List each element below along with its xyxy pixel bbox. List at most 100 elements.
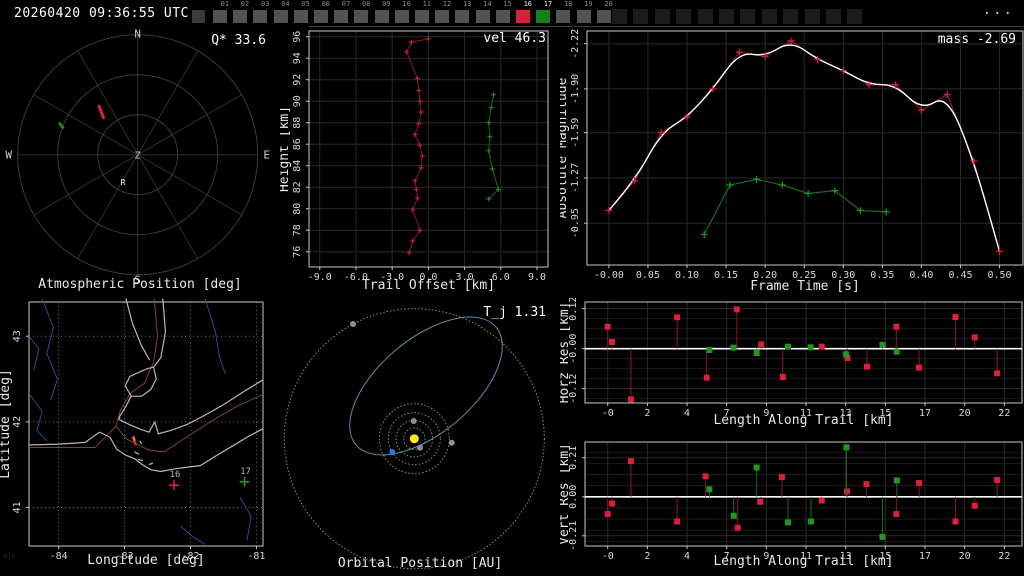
q-star-value: Q* 33.6 bbox=[211, 33, 266, 48]
frame-thumb-trail-blank-6[interactable] bbox=[719, 9, 734, 24]
frame-thumb-08[interactable] bbox=[354, 10, 369, 23]
svg-text:41: 41 bbox=[12, 501, 23, 513]
frame-number-label: 07 bbox=[341, 0, 351, 8]
frame-thumb-trail-blank-5[interactable] bbox=[697, 9, 713, 24]
watermark: mju bbox=[4, 553, 15, 560]
svg-text:22: 22 bbox=[998, 551, 1010, 562]
frame-thumb-02[interactable] bbox=[233, 10, 248, 23]
svg-text:7: 7 bbox=[724, 551, 730, 562]
panel-ground-map: -84 -83 -82 -81 41 42 43 Longitude [deg] Latitud… bbox=[0, 298, 280, 576]
orbit-plot bbox=[283, 308, 545, 570]
svg-text:-1.90: -1.90 bbox=[570, 74, 581, 104]
frame-number-label: 20 bbox=[604, 0, 613, 8]
frame-thumb-16[interactable] bbox=[516, 10, 530, 23]
frame-number-label: 15 bbox=[503, 0, 512, 8]
frame-thumb-trail-blank-3[interactable] bbox=[654, 9, 670, 24]
light-curve-plot: -0.00 0.05 0.10 0.15 0.20 0.25 0.30 0.35 0.40 0.4… bbox=[560, 29, 1024, 294]
topbar: 20260420 09:36:55 UTC 01 02 03 04 05 06 07 08 09… bbox=[0, 0, 1024, 28]
frame-number-label: 19 bbox=[584, 0, 593, 8]
frame-thumb-trail-blank-2[interactable] bbox=[633, 9, 649, 24]
panel-vertical-residuals: -0 2 4 7 9 11 13 15 17 20 22 0.21 0.00 -0.21 Length Al… bbox=[560, 437, 1024, 576]
frame-number-label: 16 bbox=[523, 0, 532, 8]
svg-text:0.50: 0.50 bbox=[988, 270, 1012, 281]
svg-text:9: 9 bbox=[763, 408, 769, 419]
frame-thumb-07[interactable] bbox=[334, 10, 349, 23]
frame-number-label: 12 bbox=[442, 0, 452, 8]
svg-text:-0.00: -0.00 bbox=[594, 270, 624, 281]
svg-text:7: 7 bbox=[724, 408, 730, 419]
svg-text:-81: -81 bbox=[247, 551, 265, 562]
svg-text:78: 78 bbox=[292, 224, 303, 236]
svg-text:0.05: 0.05 bbox=[636, 270, 660, 281]
svg-text:Vert Res [km]: Vert Res [km] bbox=[560, 443, 572, 545]
frame-thumb-trail-blank-10[interactable] bbox=[804, 9, 820, 24]
svg-text:20: 20 bbox=[959, 408, 971, 419]
frame-thumb-trail-blank-9[interactable] bbox=[783, 9, 799, 24]
atmospheric-caption: Atmospheric Position [deg] bbox=[38, 277, 242, 292]
panel-orbital-position: T_j 1.31 Orbital Position [AU] bbox=[280, 298, 560, 576]
svg-text:-3.0: -3.0 bbox=[380, 272, 404, 283]
svg-text:2: 2 bbox=[644, 408, 650, 419]
frame-thumb-19[interactable] bbox=[576, 10, 591, 23]
panel-trail-offset: -9.0 -6.0 -3.0 0.0 3.0 6.0 9.0 76 78 80 82 84 86 88 90… bbox=[280, 28, 560, 298]
frame-number-label: 04 bbox=[281, 0, 290, 8]
svg-text:20: 20 bbox=[959, 551, 971, 562]
svg-text:92: 92 bbox=[292, 74, 303, 86]
svg-text:Z: Z bbox=[135, 151, 141, 162]
frame-number-label: 13 bbox=[462, 0, 472, 8]
svg-text:22: 22 bbox=[998, 408, 1010, 419]
frame-number-label: 05 bbox=[301, 0, 310, 8]
frame-thumb-06[interactable] bbox=[314, 10, 328, 23]
frame-thumb-01[interactable] bbox=[213, 10, 227, 23]
svg-text:0.21: 0.21 bbox=[568, 446, 579, 470]
vert-residuals-plot: -0 2 4 7 9 11 13 15 17 20 22 0.21 0.00 -0.21 Length Al… bbox=[560, 441, 1023, 569]
svg-text:2: 2 bbox=[644, 551, 650, 562]
frame-thumb-05[interactable] bbox=[293, 10, 308, 23]
overflow-menu-button[interactable]: ... bbox=[982, 2, 1014, 18]
svg-text:15: 15 bbox=[879, 551, 891, 562]
svg-text:15: 15 bbox=[879, 408, 891, 419]
frame-thumb-12[interactable] bbox=[435, 10, 450, 23]
frame-thumb-trail-blank-7[interactable] bbox=[740, 9, 756, 24]
frame-thumb-18[interactable] bbox=[556, 10, 571, 23]
frame-thumb-trail-blank-8[interactable] bbox=[761, 9, 777, 24]
frame-thumb-trail-blank-4[interactable] bbox=[676, 9, 692, 24]
frame-thumb-15[interactable] bbox=[495, 10, 510, 23]
frame-thumb-11[interactable] bbox=[415, 10, 429, 23]
svg-text:Longitude [deg]: Longitude [deg] bbox=[87, 553, 204, 568]
svg-text:Frame Time [s]: Frame Time [s] bbox=[750, 279, 860, 294]
svg-text:13: 13 bbox=[840, 408, 852, 419]
svg-text:76: 76 bbox=[292, 246, 303, 258]
frame-thumb-14[interactable] bbox=[475, 10, 490, 23]
svg-text:88: 88 bbox=[292, 117, 303, 129]
svg-text:R: R bbox=[121, 178, 126, 187]
frame-thumb-13[interactable] bbox=[455, 10, 470, 23]
svg-text:Trail Offset [km]: Trail Offset [km] bbox=[362, 278, 495, 293]
frame-thumb-lead-blank[interactable] bbox=[192, 10, 205, 23]
frame-thumb-trail-blank-11[interactable] bbox=[826, 9, 841, 24]
frame-thumb-20[interactable] bbox=[596, 10, 611, 23]
frame-thumb-04[interactable] bbox=[273, 10, 288, 23]
panel-atmospheric-position: N S E W Z R Q* 33.6 Atmospheric Position [deg… bbox=[0, 28, 280, 298]
svg-text:17: 17 bbox=[919, 551, 931, 562]
svg-text:-0: -0 bbox=[602, 408, 614, 419]
svg-text:84: 84 bbox=[292, 160, 303, 172]
svg-text:0.30: 0.30 bbox=[831, 270, 855, 281]
strip-divider bbox=[310, 26, 1024, 27]
svg-text:6.0: 6.0 bbox=[492, 272, 510, 283]
frame-thumb-17[interactable] bbox=[536, 10, 551, 23]
ground-map-plot: -84 -83 -82 -81 41 42 43 Longitude [deg] Latitud… bbox=[0, 298, 265, 568]
frame-thumb-03[interactable] bbox=[253, 10, 268, 23]
svg-text:11: 11 bbox=[800, 551, 812, 562]
frame-thumb-10[interactable] bbox=[394, 10, 409, 23]
svg-text:3.0: 3.0 bbox=[456, 272, 474, 283]
frame-number-label: 18 bbox=[563, 0, 573, 8]
svg-text:-0.12: -0.12 bbox=[568, 374, 579, 404]
frame-thumb-trail-blank-12[interactable] bbox=[847, 9, 863, 24]
svg-text:-9.0: -9.0 bbox=[308, 272, 332, 283]
svg-text:-1.27: -1.27 bbox=[570, 163, 581, 193]
trail-offset-plot: -9.0 -6.0 -3.0 0.0 3.0 6.0 9.0 76 78 80 82 84 86 88 90… bbox=[280, 30, 549, 293]
frame-thumb-09[interactable] bbox=[374, 10, 389, 23]
frame-thumb-trail-blank-1[interactable] bbox=[612, 9, 627, 24]
svg-text:17: 17 bbox=[240, 467, 251, 477]
